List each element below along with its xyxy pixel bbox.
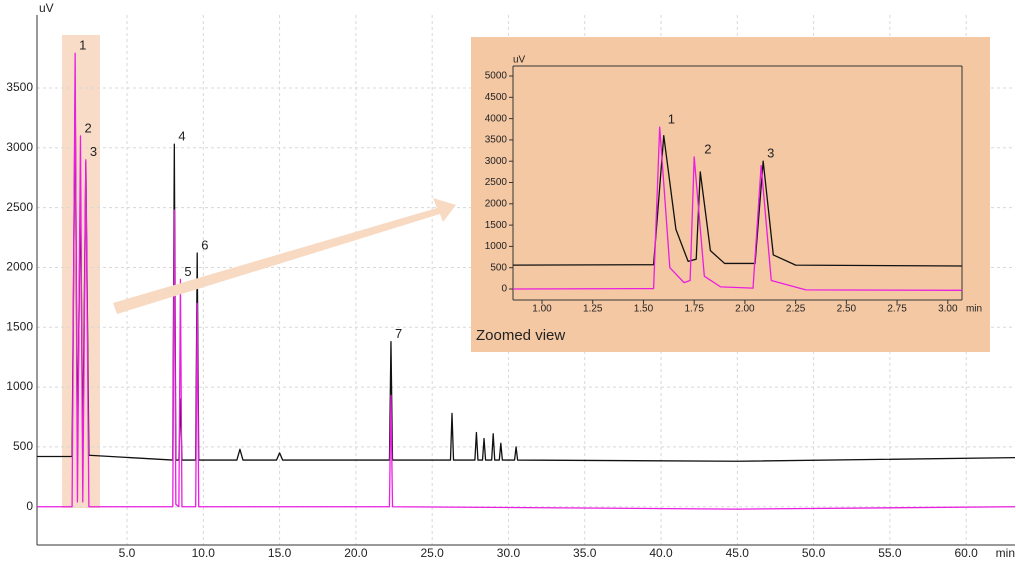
y-tick-label: 4500 xyxy=(485,92,508,103)
zoom-arrow xyxy=(113,198,456,314)
peak-label: 4 xyxy=(178,129,185,144)
peak-label: 2 xyxy=(704,141,711,156)
x-tick-label: 1.00 xyxy=(532,304,552,315)
x-tick-label: 2.50 xyxy=(837,304,857,315)
y-tick-label: 1500 xyxy=(485,220,508,231)
y-tick-label: 5000 xyxy=(485,71,508,82)
x-tick-label: 40.0 xyxy=(649,546,673,560)
x-tick-label: 2.25 xyxy=(786,304,806,315)
y-tick-label: 1500 xyxy=(6,319,33,333)
x-tick-label: 25.0 xyxy=(420,546,444,560)
x-tick-label: 1.50 xyxy=(634,304,654,315)
x-axis-label: min xyxy=(996,546,1015,560)
peak-label: 1 xyxy=(668,112,675,127)
y-tick-label: 2500 xyxy=(485,177,508,188)
trace xyxy=(512,135,963,267)
y-tick-label: 2000 xyxy=(6,260,33,274)
y-tick-label: 1000 xyxy=(6,379,33,393)
x-axis-label: min xyxy=(966,304,982,315)
x-tick-label: 30.0 xyxy=(497,546,521,560)
y-axis-label: uV xyxy=(39,1,54,15)
trace xyxy=(37,52,1016,510)
peak-label: 3 xyxy=(767,146,774,161)
x-tick-label: 55.0 xyxy=(878,546,902,560)
peak-label: 3 xyxy=(90,144,97,159)
x-tick-label: 3.00 xyxy=(938,304,958,315)
x-tick-label: 5.0 xyxy=(119,546,136,560)
trace xyxy=(512,126,963,291)
x-tick-label: 1.75 xyxy=(684,304,704,315)
x-tick-label: 1.25 xyxy=(583,304,603,315)
y-tick-label: 2500 xyxy=(6,200,33,214)
inset-chart: 1.00 1.25 1.50 1.75 2.00 2.25 2.50 2.75 3.00 0 500… xyxy=(476,55,982,344)
y-tick-label: 4000 xyxy=(485,113,508,124)
y-tick-label: 500 xyxy=(490,262,507,273)
peak-label: 1 xyxy=(79,38,86,53)
y-tick-label: 1000 xyxy=(485,241,508,252)
trace xyxy=(37,89,1016,462)
y-tick-label: 2000 xyxy=(485,198,508,209)
peak-label: 5 xyxy=(184,264,191,279)
x-tick-label: 2.00 xyxy=(735,304,755,315)
y-tick-label: 3000 xyxy=(485,156,508,167)
y-tick-label: 0 xyxy=(501,284,507,295)
y-axis-label: uV xyxy=(513,55,526,66)
y-tick-label: 0 xyxy=(26,499,33,513)
y-tick-label: 3500 xyxy=(485,135,508,146)
y-tick-label: 3500 xyxy=(6,80,33,94)
peak-label: 6 xyxy=(201,238,208,253)
x-tick-label: 50.0 xyxy=(802,546,826,560)
x-tick-label: 15.0 xyxy=(268,546,292,560)
x-tick-label: 20.0 xyxy=(344,546,368,560)
x-tick-label: 2.75 xyxy=(887,304,907,315)
x-tick-label: 35.0 xyxy=(573,546,597,560)
x-tick-label: 45.0 xyxy=(726,546,750,560)
peak-label: 7 xyxy=(395,326,402,341)
x-tick-label: 10.0 xyxy=(192,546,216,560)
x-tick-label: 60.0 xyxy=(954,546,978,560)
note: Zoomed view xyxy=(476,327,565,344)
y-tick-label: 3000 xyxy=(6,140,33,154)
y-tick-label: 500 xyxy=(13,439,33,453)
peak-label: 2 xyxy=(84,120,91,135)
